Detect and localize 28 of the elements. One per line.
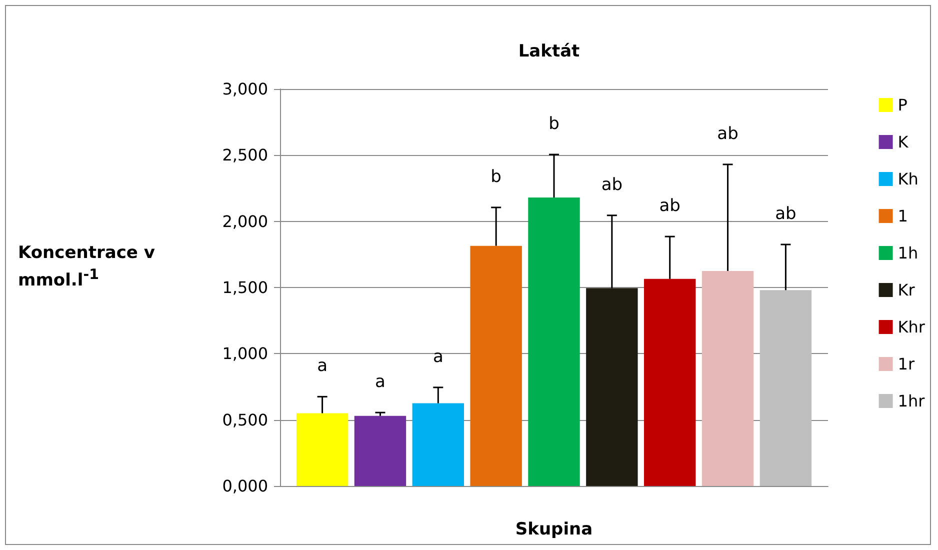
annotation: ab: [717, 124, 738, 144]
annotation: ab: [659, 196, 680, 216]
annotation: ab: [601, 174, 623, 195]
chart-title: Laktát: [518, 42, 580, 62]
y-axis-title: Koncentrace v mmol.l$^{-1}$: [18, 242, 156, 292]
legend-label: Kr: [898, 280, 916, 300]
annotation: b: [490, 166, 502, 187]
y-tick-label: 2,000: [222, 212, 268, 231]
legend-label: P: [898, 96, 908, 114]
legend-label: 1h: [898, 244, 918, 262]
legend-label: 1hr: [898, 392, 926, 410]
y-tick-label: 0,000: [222, 476, 268, 496]
legend-label: K: [898, 132, 909, 152]
annotation: ab: [775, 204, 796, 224]
legend-label: 1r: [898, 354, 915, 374]
annotation: b: [548, 114, 560, 134]
y-tick-label: 0,500: [222, 410, 268, 430]
y-tick-label: 2,500: [222, 146, 268, 165]
legend-label: Khr: [898, 318, 926, 336]
y-tick-label: 3,000: [222, 80, 268, 98]
legend-label: Kh: [898, 170, 918, 188]
y-tick-label: 1,000: [222, 344, 268, 364]
annotation: a: [375, 372, 386, 392]
y-tick-label: 1,500: [222, 278, 268, 297]
x-axis-title: Skupina: [515, 520, 593, 540]
annotation: a: [317, 356, 328, 376]
legend-label: 1: [898, 206, 908, 226]
annotation: a: [432, 346, 444, 367]
